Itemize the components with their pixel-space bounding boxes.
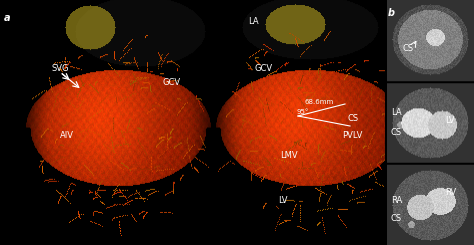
Text: CS: CS [403, 44, 414, 52]
Text: GCV: GCV [163, 77, 181, 86]
Text: GCV: GCV [255, 63, 273, 73]
Text: SVG: SVG [52, 63, 70, 73]
Text: PVLV: PVLV [342, 131, 363, 139]
Text: b: b [388, 8, 395, 18]
Text: RA: RA [391, 196, 402, 205]
Text: AIV: AIV [60, 131, 74, 139]
Text: LV: LV [445, 115, 455, 124]
Text: 68.6mm: 68.6mm [305, 99, 334, 105]
Text: a: a [4, 13, 10, 23]
Text: LMV: LMV [280, 150, 298, 159]
Text: RV: RV [445, 187, 456, 196]
Text: CS: CS [391, 213, 402, 222]
Text: LA: LA [391, 108, 401, 117]
Text: LV: LV [278, 196, 288, 205]
Text: CS: CS [348, 113, 359, 122]
Text: 95°: 95° [297, 109, 310, 115]
Text: CS: CS [391, 127, 402, 136]
Text: LA: LA [248, 17, 259, 26]
